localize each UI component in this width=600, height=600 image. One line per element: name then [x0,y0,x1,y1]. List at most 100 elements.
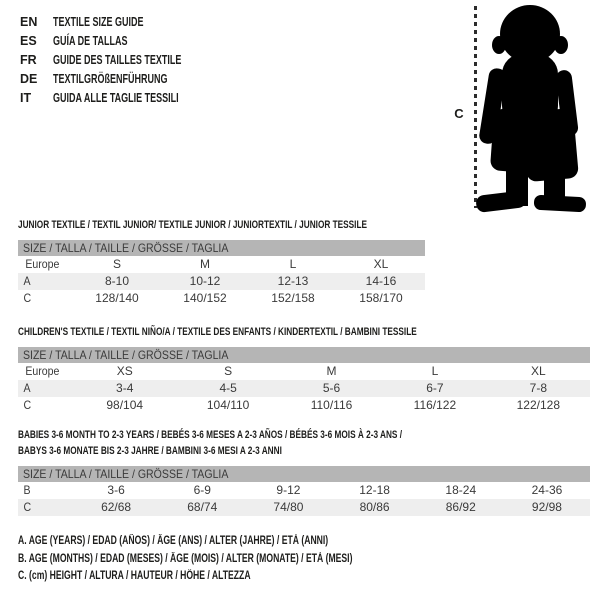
table-cell: 3-6 [73,482,159,499]
table-cell: 12-18 [332,482,418,499]
table-cell-value: 12-18 [359,483,390,497]
table-cell-value: 140/152 [183,291,227,305]
section-title: JUNIOR TEXTILE / TEXTIL JUNIOR/ TEXTILE … [18,217,425,233]
table-size-header: SIZE / TALLA / TAILLE / GRÖSSE / TAGLIA [18,240,425,256]
table-cell: 6-7 [383,380,486,397]
table-cell-value: 152/158 [271,291,315,305]
section-title: CHILDREN'S TEXTILE / TEXTIL NIÑO/A / TEX… [18,324,590,340]
table-row: A 3-4 4-5 5-6 6-7 7-8 [18,380,590,397]
table-cell: 68/74 [159,499,245,516]
table-cell-value: XL [373,257,389,271]
language-row: IT GUIDA ALLE TAGLIE TESSILI [20,88,231,107]
table-cell: 152/158 [249,290,337,307]
height-label-c: C [454,106,464,121]
table-cell-value: 158/170 [359,291,403,305]
section-title: BABYS 3-6 MONATE BIS 2-3 JAHRE / BAMBINI… [18,443,590,459]
table-cell-value: XL [530,364,546,378]
language-title: TEXTILE SIZE GUIDE [53,15,179,29]
table-cell-value: 92/98 [531,500,562,514]
table-cell-value: L [431,364,439,378]
row-label-text: C [23,398,32,412]
section-babies: BABIES 3-6 MONTH TO 2-3 YEARS / BEBÉS 3-… [18,427,590,516]
language-title: TEXTILGRÖßENFÜHRUNG [53,72,212,86]
section-title-text: BABIES 3-6 MONTH TO 2-3 YEARS / BEBÉS 3-… [18,429,403,441]
section-title-text: CHILDREN'S TEXTILE / TEXTIL NIÑO/A / TEX… [18,326,417,338]
footnote-text: A. AGE (YEARS) / EDAD (AÑOS) / ÂGE (ANS)… [18,535,329,547]
table-cell-value: 3-6 [107,483,125,497]
table-row: B 3-6 6-9 9-12 12-18 18-24 24-36 [18,482,590,499]
table-cell-value: 6-7 [426,381,444,395]
language-title-text: TEXTILE SIZE GUIDE [53,14,144,29]
table-cell-value: 8-10 [104,274,130,288]
table-cell: 98/104 [73,397,176,414]
row-label-text: C [23,291,32,305]
row-label: C [18,499,73,516]
section-junior: JUNIOR TEXTILE / TEXTIL JUNIOR/ TEXTILE … [18,217,425,307]
footnote-line: A. AGE (YEARS) / EDAD (AÑOS) / ÂGE (ANS)… [18,533,464,551]
table-cell-value: 110/116 [310,398,353,412]
table-cell: XS [73,363,176,380]
table-cell: XL [487,363,590,380]
table-cell: 86/92 [418,499,504,516]
table-cell: L [383,363,486,380]
language-code: FR [20,52,37,67]
table-cell: 3-4 [73,380,176,397]
language-title-list: EN TEXTILE SIZE GUIDE ES GUÍA DE TALLAS FR GU… [20,12,231,107]
table-cell-value: 116/122 [413,398,457,412]
language-row: FR GUIDE DES TAILLES TEXTILE [20,50,231,69]
section-title: BABIES 3-6 MONTH TO 2-3 YEARS / BEBÉS 3-… [18,427,590,443]
row-label: Europe [18,363,73,380]
language-row: DE TEXTILGRÖßENFÜHRUNG [20,69,231,88]
table-cell-value: 24-36 [531,483,563,497]
section-title-text: JUNIOR TEXTILE / TEXTIL JUNIOR/ TEXTILE … [18,219,367,231]
language-row: EN TEXTILE SIZE GUIDE [20,12,231,31]
table-cell-value: 86/92 [445,500,476,514]
height-measure-dashed-line [474,6,477,208]
table-cell-value: 10-12 [189,274,221,288]
table-cell: 62/68 [73,499,159,516]
table-cell-value: 9-12 [276,483,301,497]
row-label-text: A [23,274,31,288]
table-cell: 122/128 [487,397,590,414]
table-cell: 110/116 [280,397,383,414]
table-cell: 128/140 [73,290,161,307]
language-code: IT [20,90,32,105]
table-row: Europe XS S M L XL [18,363,590,380]
table-size-header-text: SIZE / TALLA / TAILLE / GRÖSSE / TAGLIA [23,467,229,481]
table-cell-value: 104/110 [206,398,250,412]
row-label: A [18,380,73,397]
language-title-text: GUIDE DES TAILLES TEXTILE [53,52,182,67]
table-row: C 98/104 104/110 110/116 116/122 122/128 [18,397,590,414]
row-label: Europe [18,256,73,273]
table-cell: 24-36 [504,482,590,499]
table-size-header-text: SIZE / TALLA / TAILLE / GRÖSSE / TAGLIA [23,348,229,362]
table-row: C 62/68 68/74 74/80 80/86 86/92 92/98 [18,499,590,516]
table-cell-value: 74/80 [273,500,304,514]
table-cell: 4-5 [176,380,279,397]
table-cell-value: 122/128 [516,398,561,412]
size-table: SIZE / TALLA / TAILLE / GRÖSSE / TAGLIA B… [18,466,590,516]
table-cell: M [280,363,383,380]
footnotes: A. AGE (YEARS) / EDAD (AÑOS) / ÂGE (ANS)… [18,533,464,586]
table-cell: 6-9 [159,482,245,499]
table-cell-value: 6-9 [193,483,211,497]
table-cell: S [73,256,161,273]
section-title-text: BABYS 3-6 MONATE BIS 2-3 JAHRE / BAMBINI… [18,445,282,457]
language-title-text: TEXTILGRÖßENFÜHRUNG [53,71,168,86]
table-cell: 7-8 [487,380,590,397]
table-cell: 74/80 [245,499,331,516]
table-cell-value: M [200,257,210,271]
size-table: SIZE / TALLA / TAILLE / GRÖSSE / TAGLIA E… [18,240,425,307]
row-label-text: C [23,500,32,514]
footnote-text: C. (cm) HEIGHT / ALTURA / HAUTEUR / HÖHE… [18,570,251,582]
table-cell: 9-12 [245,482,331,499]
table-cell: 10-12 [161,273,249,290]
language-title: GUIDA ALLE TAGLIE TESSILI [53,91,228,105]
table-cell-value: S [112,257,121,271]
row-label: A [18,273,73,290]
language-code: ES [20,33,37,48]
table-row: C 128/140 140/152 152/158 158/170 [18,290,425,307]
language-code: EN [20,14,38,29]
section-children: CHILDREN'S TEXTILE / TEXTIL NIÑO/A / TEX… [18,324,590,414]
